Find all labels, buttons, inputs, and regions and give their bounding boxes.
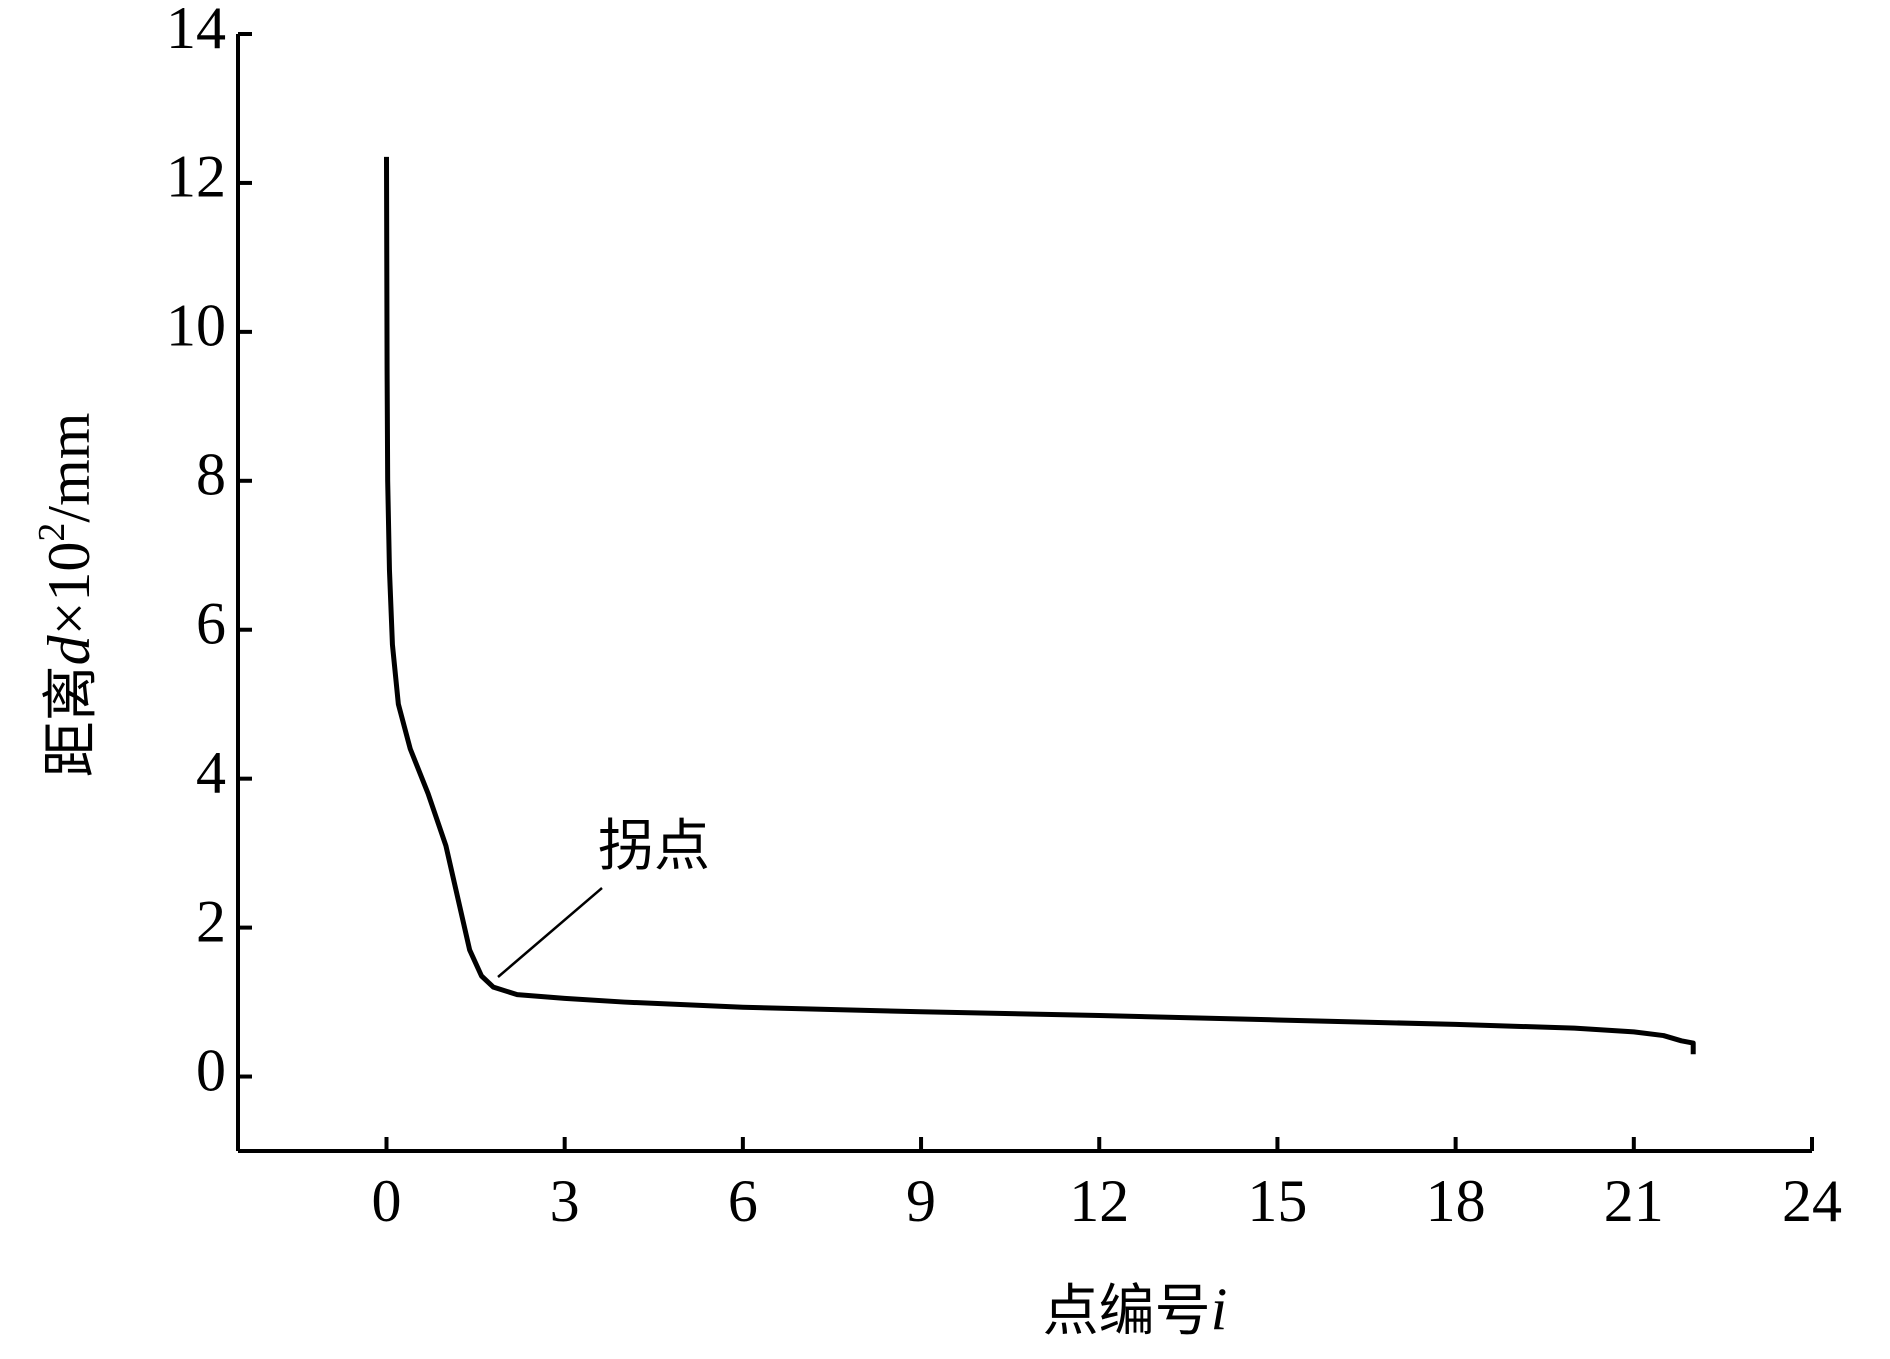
x-tick-label: 18 <box>1426 1168 1486 1234</box>
y-tick-label: 6 <box>196 590 226 656</box>
y-label-exponent: 2 <box>31 523 73 542</box>
x-label-var: i <box>1211 1276 1228 1342</box>
data-line <box>383 156 1696 1055</box>
y-label-unit: /mm <box>36 413 102 523</box>
x-label-text: 点编号 <box>1043 1279 1211 1344</box>
x-tick-label: 12 <box>1069 1168 1129 1234</box>
y-tick-label: 10 <box>166 293 226 359</box>
x-tick-label: 15 <box>1247 1168 1307 1234</box>
x-axis-label: 点编号i <box>1043 1276 1228 1344</box>
y-tick-label: 4 <box>196 739 226 805</box>
x-tick-label: 3 <box>550 1168 580 1234</box>
y-label-factor: ×10 <box>36 542 102 636</box>
y-tick-label: 12 <box>166 144 226 210</box>
annotation-leader <box>497 887 603 978</box>
y-tick-label: 8 <box>196 442 226 508</box>
x-tick-label: 0 <box>371 1168 401 1234</box>
y-label-var: d <box>36 634 102 665</box>
y-axis-label: 距离d×102/mm <box>31 413 104 778</box>
x-tick-label: 24 <box>1782 1168 1842 1234</box>
y-tick-label: 2 <box>196 888 226 954</box>
annotation: 拐点 <box>598 814 710 879</box>
x-tick-label: 21 <box>1604 1168 1664 1234</box>
y-tick-label: 0 <box>196 1037 226 1103</box>
y-label-text: 距离 <box>39 665 104 777</box>
x-tick-label: 9 <box>906 1168 936 1234</box>
y-tick-label: 14 <box>166 0 226 61</box>
x-tick-label: 6 <box>728 1168 758 1234</box>
